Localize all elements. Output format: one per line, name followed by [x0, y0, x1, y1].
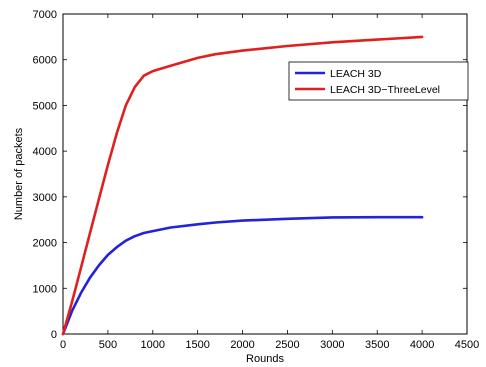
x-tick-label: 3000	[320, 339, 344, 351]
series-line-2	[61, 35, 424, 336]
axis-ticks: 0 500 1000 1500 2000 2500 3000 3500 4000 4500 0 100…	[33, 9, 480, 351]
legend-box	[288, 61, 469, 101]
legend-label-2: LEACH 3D−ThreeLevel	[330, 84, 440, 96]
y-tick-label: 6000	[33, 55, 57, 67]
series-layer	[61, 35, 424, 336]
x-tick-label: 500	[99, 339, 117, 351]
legend-label-1: LEACH 3D	[330, 68, 382, 80]
legend: LEACH 3D LEACH 3D−ThreeLevel	[288, 61, 469, 101]
series-line-1	[61, 215, 424, 336]
y-tick-label: 3000	[33, 192, 57, 204]
y-tick-label: 2000	[33, 238, 57, 250]
x-tick-label: 1000	[141, 339, 165, 351]
y-tick-label: 0	[51, 329, 57, 341]
y-tick-label: 5000	[33, 100, 57, 112]
x-tick-label: 2500	[275, 339, 299, 351]
x-tick-label: 4500	[455, 339, 479, 351]
y-tick-label: 7000	[33, 9, 57, 21]
x-tick-label: 3500	[365, 339, 389, 351]
x-tick-label: 2000	[230, 339, 254, 351]
y-axis-label: Number of packets	[13, 127, 25, 220]
x-tick-label: 0	[60, 339, 66, 351]
x-tick-label: 4000	[410, 339, 434, 351]
x-tick-label: 1500	[185, 339, 209, 351]
x-axis-label: Rounds	[246, 353, 284, 365]
y-tick-label: 4000	[33, 146, 57, 158]
y-tick-label: 1000	[33, 283, 57, 295]
